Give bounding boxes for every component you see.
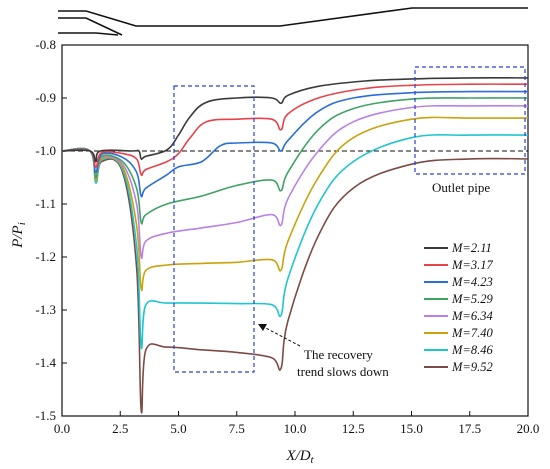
x-tick-label: 10.0 (284, 421, 307, 436)
legend-label: M=9.52 (451, 360, 493, 374)
legend-label: M=4.23 (451, 275, 493, 289)
geometry-nozzle-lower (58, 32, 119, 36)
recovery-arrow (261, 325, 301, 347)
y-tick-label: -1.5 (35, 408, 56, 423)
x-tick-label: 17.5 (458, 421, 481, 436)
geometry-nozzle-upper (58, 17, 123, 36)
x-axis-label: X/Dt (285, 448, 314, 466)
legend-label: M=2.11 (451, 241, 492, 255)
series-line-m-5-29 (62, 97, 528, 225)
legend-label: M=5.29 (451, 292, 493, 306)
y-tick-label: -1.1 (35, 196, 56, 211)
series-line-m-9-52 (62, 147, 528, 414)
legend-label: M=3.17 (451, 258, 493, 272)
series-line-m-2-11 (62, 77, 528, 163)
recovery-annotation-line2: trend slows down (297, 364, 389, 379)
x-tick-label: 0.0 (54, 421, 70, 436)
y-tick-label: -0.9 (35, 90, 56, 105)
series-line-m-4-23 (62, 90, 528, 198)
geometry-sketch (58, 7, 528, 36)
tick-layer: 0.0 2.5 5.0 7.5 10.0 12.5 15.0 17.5 20.0 -0.8 -0.9… (35, 37, 539, 436)
x-tick-label: 15.0 (400, 421, 423, 436)
y-tick-label: -0.8 (35, 37, 56, 52)
x-tick-label: 12.5 (342, 421, 365, 436)
outlet-annotation: Outlet pipe (432, 180, 490, 195)
legend-label: M=8.46 (451, 343, 493, 357)
legend-label: M=6.34 (451, 309, 493, 323)
outlet-highlight-box (414, 66, 526, 175)
legend: M=2.11 M=3.17 M=4.23 M=5.29 M=6.34 M=7.40 M=8.… (424, 241, 493, 374)
x-tick-label: 2.5 (112, 421, 128, 436)
series-line-m-3-17 (62, 83, 528, 177)
y-tick-label: -1.4 (35, 355, 56, 370)
x-tick-label: 20.0 (517, 421, 540, 436)
recovery-arrowhead (258, 324, 267, 331)
y-tick-label: -1.3 (35, 302, 56, 317)
y-tick-label: -1.0 (35, 143, 56, 158)
series-layer (62, 77, 528, 414)
y-tick-label: -1.2 (35, 249, 56, 264)
x-tick-label: 7.5 (229, 421, 245, 436)
legend-label: M=7.40 (451, 326, 493, 340)
geometry-outline-upper (58, 7, 528, 27)
x-tick-label: 5.0 (170, 421, 186, 436)
series-line-m-6-34 (62, 104, 528, 260)
y-axis-label: P/Pi (10, 222, 28, 249)
series-line-m-7-40 (62, 116, 528, 292)
recovery-annotation-line1: The recovery (304, 347, 373, 362)
series-line-m-8-46 (62, 134, 528, 350)
recovery-highlight-box (173, 85, 255, 373)
